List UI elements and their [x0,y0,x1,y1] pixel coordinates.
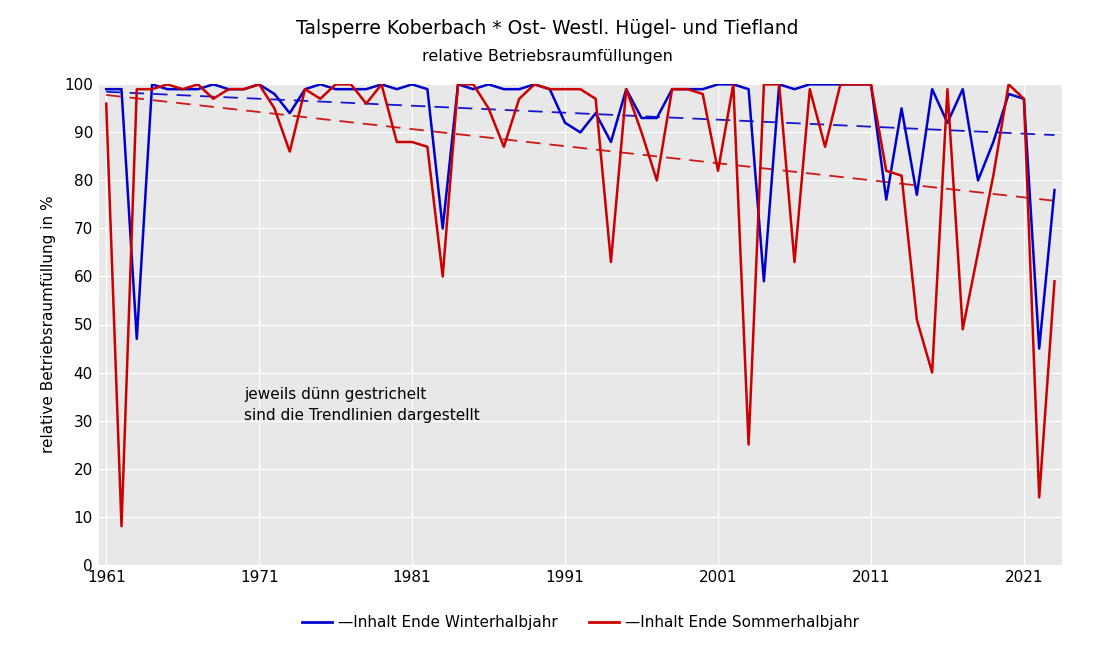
Inhalt Ende Winterhalbjahr [374,80,388,88]
Legend: —Inhalt Ende Winterhalbjahr, —Inhalt Ende Sommerhalbjahr: —Inhalt Ende Winterhalbjahr, —Inhalt End… [301,615,860,630]
Inhalt Ende Sommerhalbjahr [1033,493,1046,501]
Line: Inhalt Ende Sommerhalbjahr: Inhalt Ende Sommerhalbjahr [106,84,1054,526]
Inhalt Ende Sommerhalbjahr [788,258,802,266]
Inhalt Ende Winterhalbjahr [146,80,159,88]
Inhalt Ende Winterhalbjahr [1033,345,1046,352]
Inhalt Ende Winterhalbjahr [100,85,113,93]
Inhalt Ende Winterhalbjahr [773,80,786,88]
Text: jeweils dünn gestrichelt
sind die Trendlinien dargestellt: jeweils dünn gestrichelt sind die Trendl… [244,387,480,423]
Inhalt Ende Winterhalbjahr [1017,95,1030,103]
Inhalt Ende Sommerhalbjahr [420,143,434,151]
Inhalt Ende Sommerhalbjahr [574,85,587,93]
Inhalt Ende Winterhalbjahr [1048,186,1061,194]
Inhalt Ende Sommerhalbjahr [161,80,174,88]
Inhalt Ende Sommerhalbjahr [604,258,618,266]
Text: Talsperre Koberbach * Ost- Westl. Hügel- und Tiefland: Talsperre Koberbach * Ost- Westl. Hügel-… [297,19,798,38]
Inhalt Ende Winterhalbjahr [405,80,418,88]
Line: Inhalt Ende Winterhalbjahr: Inhalt Ende Winterhalbjahr [106,84,1054,349]
Inhalt Ende Winterhalbjahr [589,109,602,117]
Inhalt Ende Winterhalbjahr [558,119,572,127]
Inhalt Ende Sommerhalbjahr [115,522,128,530]
Inhalt Ende Sommerhalbjahr [100,100,113,108]
Inhalt Ende Sommerhalbjahr [390,138,403,146]
Text: relative Betriebsraumfüllungen: relative Betriebsraumfüllungen [422,49,673,64]
Y-axis label: relative Betriebsraumfüllung in %: relative Betriebsraumfüllung in % [41,196,56,453]
Inhalt Ende Sommerhalbjahr [1048,277,1061,285]
